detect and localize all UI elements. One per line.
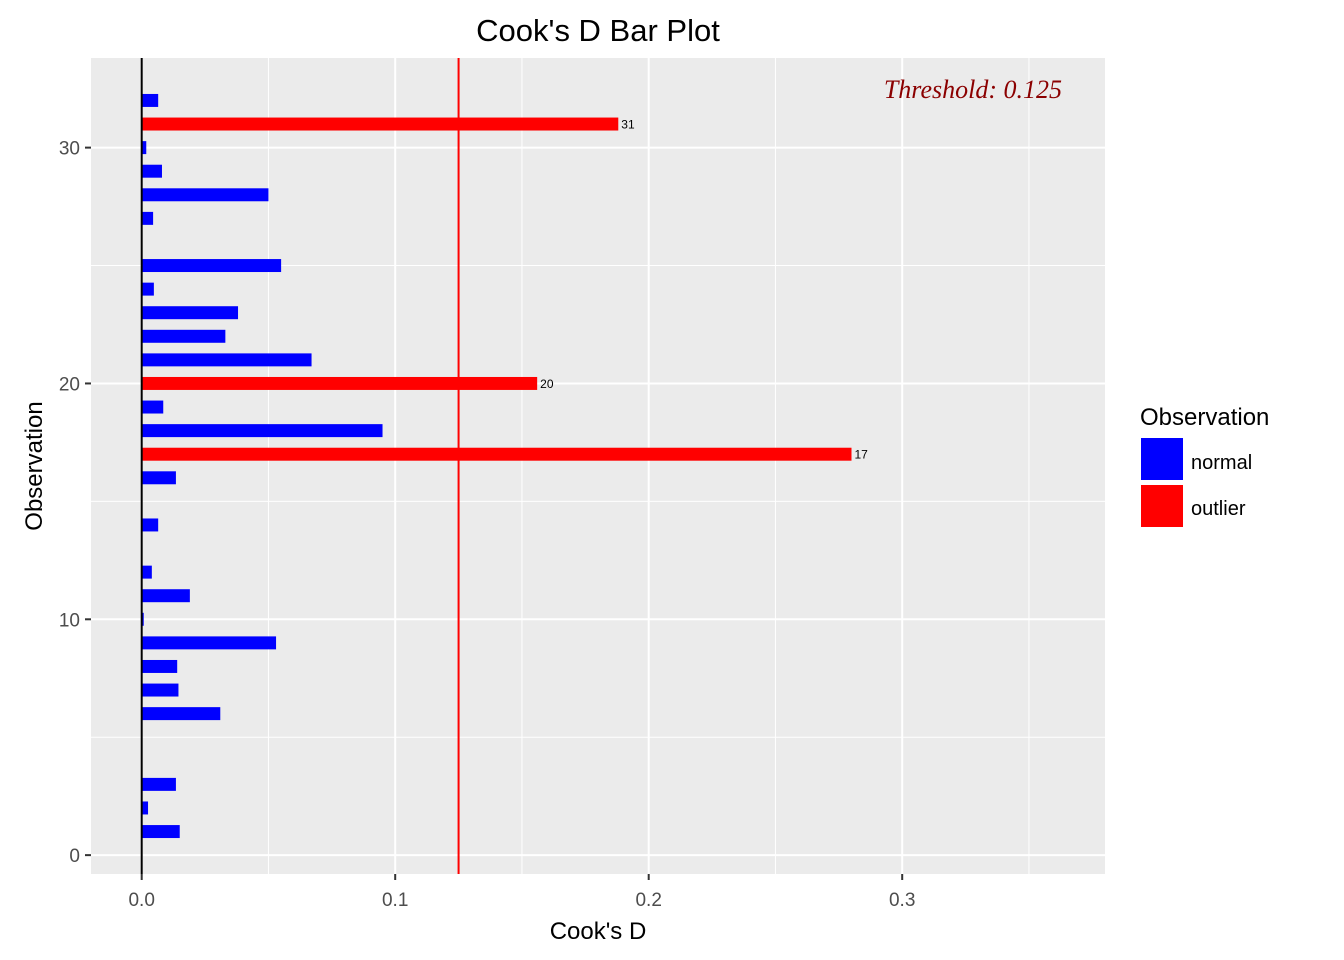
bar-obs-22 [141,329,226,343]
bar-labels: 17 20 31 [540,118,868,462]
y-tick-label-0: 0 [69,846,80,867]
bar-obs-32 [141,93,159,107]
bar-obs-17 [141,447,852,461]
bar-obs-6 [141,707,221,721]
bar-obs-12 [141,565,152,579]
y-axis-title: Observation [21,401,48,530]
y-axis: 0 10 20 30 [59,139,91,867]
bar-obs-14 [141,518,159,532]
bars [141,93,852,839]
bar-obs-24 [141,282,154,296]
x-axis: 0.0 0.1 0.2 0.3 [128,874,915,911]
bar-label-obs-31: 31 [621,118,635,132]
bar-obs-31 [141,117,619,131]
chart-title: Cook's D Bar Plot [476,13,720,48]
bar-obs-3 [141,777,176,791]
bar-obs-23 [141,306,239,320]
x-tick-label-2: 0.2 [635,890,661,911]
x-axis-title: Cook's D [550,918,647,945]
bar-label-obs-20: 20 [540,377,554,391]
bar-obs-20 [141,376,538,390]
bar-obs-28 [141,188,269,202]
bar-obs-19 [141,400,164,414]
bar-obs-1 [141,825,180,839]
bar-obs-27 [141,211,154,225]
threshold-label: Threshold: 0.125 [884,75,1062,104]
x-tick-label-3: 0.3 [889,890,915,911]
plot-panel [91,58,1105,874]
x-tick-label-0: 0.0 [128,890,154,911]
bar-obs-18 [141,424,383,438]
y-tick-label-3: 30 [59,139,80,160]
bar-obs-11 [141,589,190,603]
legend-swatch-normal [1141,438,1183,480]
bar-obs-9 [141,636,277,650]
y-tick-label-2: 20 [59,374,80,395]
bar-obs-21 [141,353,312,367]
x-tick-label-1: 0.1 [382,890,408,911]
bar-obs-10 [141,612,144,626]
bar-obs-8 [141,659,178,673]
bar-obs-29 [141,164,162,178]
y-tick-label-1: 10 [59,610,80,631]
bar-obs-25 [141,259,282,273]
bar-obs-7 [141,683,179,697]
legend: Observation normal outlier [1140,404,1269,527]
legend-label-outlier: outlier [1191,498,1246,520]
bar-obs-2 [141,801,149,815]
bar-label-obs-17: 17 [855,448,869,462]
bar-obs-30 [141,141,147,155]
legend-label-normal: normal [1191,452,1252,474]
legend-title: Observation [1140,404,1269,431]
legend-swatch-outlier [1141,485,1183,527]
bar-obs-16 [141,471,176,485]
